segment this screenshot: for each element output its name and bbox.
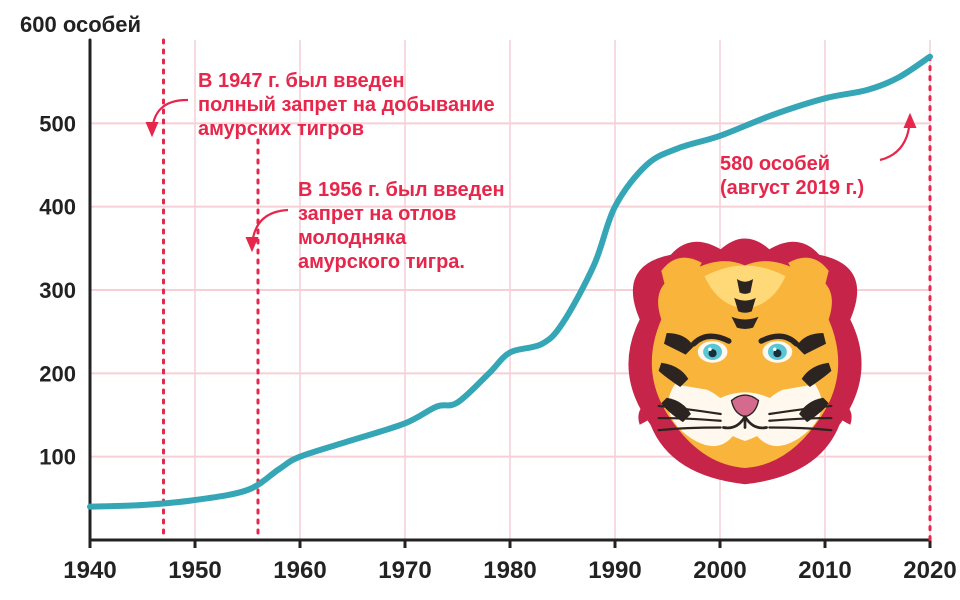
ann-1956: запрет на отлов (298, 203, 456, 225)
chart-container: 100 200 300 400 500 600 особей 1940 1950 1960 197… (0, 0, 960, 600)
y-tick-label: 100 (39, 445, 76, 470)
annotation-arrow (152, 100, 188, 135)
chart-card: 100 200 300 400 500 600 особей 1940 1950 1960 197… (0, 0, 960, 600)
x-tick-label: 1940 (63, 557, 116, 584)
x-tick-label: 1980 (483, 557, 536, 584)
y-tick-label: 500 (39, 111, 76, 136)
y-tick-label: 400 (39, 195, 76, 220)
x-tick-label: 2010 (798, 557, 851, 584)
callout-580: (август 2019 г.) (720, 177, 864, 199)
x-tick-label: 1990 (588, 557, 641, 584)
x-tick-label: 2020 (903, 557, 956, 584)
ann-1947: В 1947 г. был введен (198, 70, 405, 92)
tiger-icon (628, 239, 861, 485)
chart-svg: 100 200 300 400 500 600 особей 1940 1950 1960 197… (0, 0, 960, 600)
annotation-arrow (880, 115, 910, 160)
ann-1947: амурских тигров (198, 118, 364, 140)
ann-1956: В 1956 г. был введен (298, 179, 505, 201)
y-tick-label: 200 (39, 361, 76, 386)
x-tick-label: 1950 (168, 557, 221, 584)
callout-580: 580 особей (720, 153, 830, 175)
y-tick-label: 300 (39, 278, 76, 303)
x-tick-label: 1970 (378, 557, 431, 584)
x-tick-label: 2000 (693, 557, 746, 584)
ann-1956: амурского тигра. (298, 251, 465, 273)
ann-1956: молодняка (298, 227, 407, 249)
y-top-label: 600 особей (20, 12, 141, 37)
x-tick-label: 1960 (273, 557, 326, 584)
ann-1947: полный запрет на добывание (198, 94, 495, 116)
